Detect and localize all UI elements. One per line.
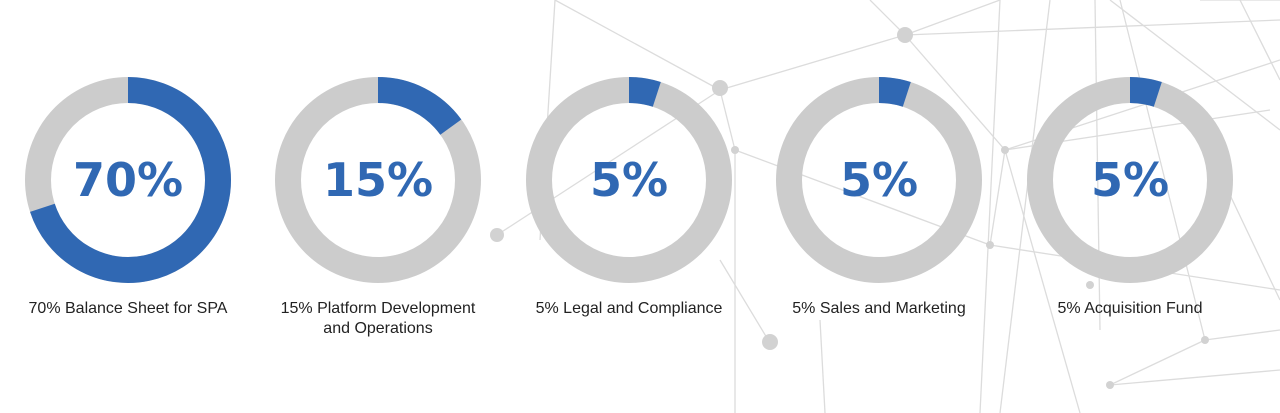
donut-center-label: 5% (590, 153, 668, 207)
network-line (554, 0, 721, 91)
network-node (490, 228, 504, 242)
network-line (989, 149, 1006, 246)
network-line (1109, 369, 1280, 386)
network-line (1204, 329, 1280, 341)
donut-chart-2: 15% 15% Platform Development and Operatio… (253, 75, 503, 339)
network-line (719, 259, 771, 344)
donut-svg: 5% (776, 77, 982, 283)
network-node (731, 146, 739, 154)
network-line (1109, 0, 1280, 131)
donut-svg: 15% (275, 77, 481, 283)
network-line (1004, 149, 1081, 413)
donut-value-arc (30, 77, 231, 283)
donut-svg: 5% (1027, 77, 1233, 283)
donut-value-arc (1129, 77, 1162, 107)
network-line (719, 89, 736, 151)
donut-caption: 70% Balance Sheet for SPA (28, 300, 228, 317)
donut-svg: 5% (526, 77, 732, 283)
network-line (979, 0, 1001, 413)
donut-value-arc (878, 77, 911, 107)
donut-chart-3: 5% 5% Legal and Compliance (504, 75, 754, 319)
donut-caption: 5% Legal and Compliance (535, 300, 723, 317)
network-node (1086, 281, 1094, 289)
network-line (1119, 0, 1206, 341)
donut-chart-5: 5% 5% Acquisition Fund (1005, 75, 1255, 319)
network-line (1109, 339, 1206, 386)
donut-center-label: 15% (323, 153, 433, 207)
network-node (1201, 336, 1209, 344)
network-node (1001, 146, 1009, 154)
donut-center-label: 5% (1091, 153, 1169, 207)
donut-value-arc (377, 77, 462, 136)
network-node (1106, 381, 1114, 389)
network-node (986, 241, 994, 249)
network-line (904, 19, 1280, 36)
donut-svg: 70% (25, 77, 231, 283)
network-line (869, 0, 906, 36)
network-node (712, 80, 728, 96)
network-node (762, 334, 778, 350)
donut-caption: 15% Platform Development and Operations (280, 300, 476, 337)
network-line (904, 0, 1001, 36)
donut-center-label: 5% (840, 153, 918, 207)
network-line (719, 34, 906, 91)
donut-center-label: 70% (73, 153, 183, 207)
network-line (904, 34, 1006, 151)
donut-chart-1: 70% 70% Balance Sheet for SPA (3, 75, 253, 319)
network-node (897, 27, 913, 43)
network-line (1239, 0, 1280, 81)
network-line (819, 319, 826, 413)
donut-caption: 5% Sales and Marketing (792, 300, 966, 317)
donut-value-arc (628, 77, 661, 107)
donut-caption: 5% Acquisition Fund (1057, 300, 1203, 317)
network-line (999, 0, 1051, 413)
donut-chart-4: 5% 5% Sales and Marketing (754, 75, 1004, 319)
